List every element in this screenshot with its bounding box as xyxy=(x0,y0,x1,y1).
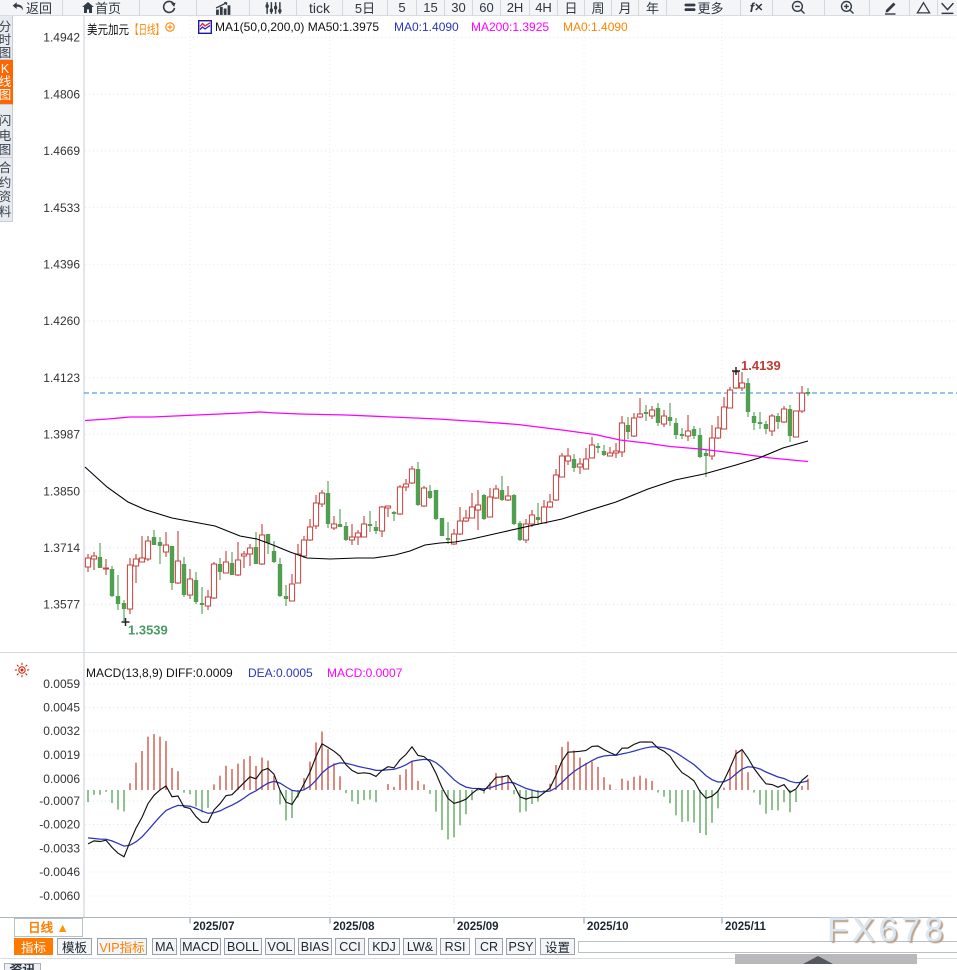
svg-text:-0.0046: -0.0046 xyxy=(39,865,80,879)
svg-text:-0.0060: -0.0060 xyxy=(39,889,80,903)
svg-text:0.0006: 0.0006 xyxy=(43,772,80,786)
svg-text:1.4806: 1.4806 xyxy=(43,87,80,101)
svg-text:1.4533: 1.4533 xyxy=(43,201,80,215)
svg-text:-0.0033: -0.0033 xyxy=(39,842,80,856)
svg-text:1.3850: 1.3850 xyxy=(43,484,80,498)
svg-text:1.4123: 1.4123 xyxy=(43,371,80,385)
svg-text:2025/08: 2025/08 xyxy=(333,921,375,933)
svg-text:1.3577: 1.3577 xyxy=(43,598,80,612)
svg-text:-0.0020: -0.0020 xyxy=(39,818,80,832)
svg-text:1.4260: 1.4260 xyxy=(43,314,80,328)
svg-text:2025/09: 2025/09 xyxy=(457,921,499,933)
svg-text:2025/10: 2025/10 xyxy=(587,921,629,933)
svg-text:0.0059: 0.0059 xyxy=(43,677,80,691)
svg-text:0.0019: 0.0019 xyxy=(43,748,80,762)
svg-text:1.3539: 1.3539 xyxy=(128,623,168,638)
svg-text:1.4139: 1.4139 xyxy=(741,358,781,373)
svg-text:2025/07: 2025/07 xyxy=(193,921,235,933)
svg-text:2025/11: 2025/11 xyxy=(725,921,767,933)
svg-text:0.0032: 0.0032 xyxy=(43,724,80,738)
svg-text:1.4669: 1.4669 xyxy=(43,144,80,158)
svg-text:1.4942: 1.4942 xyxy=(43,31,80,45)
svg-text:-0.0007: -0.0007 xyxy=(39,794,80,808)
svg-text:0.0045: 0.0045 xyxy=(43,701,80,715)
svg-text:1.4396: 1.4396 xyxy=(43,258,80,272)
svg-text:1.3714: 1.3714 xyxy=(43,541,80,555)
svg-text:1.3987: 1.3987 xyxy=(43,428,80,442)
